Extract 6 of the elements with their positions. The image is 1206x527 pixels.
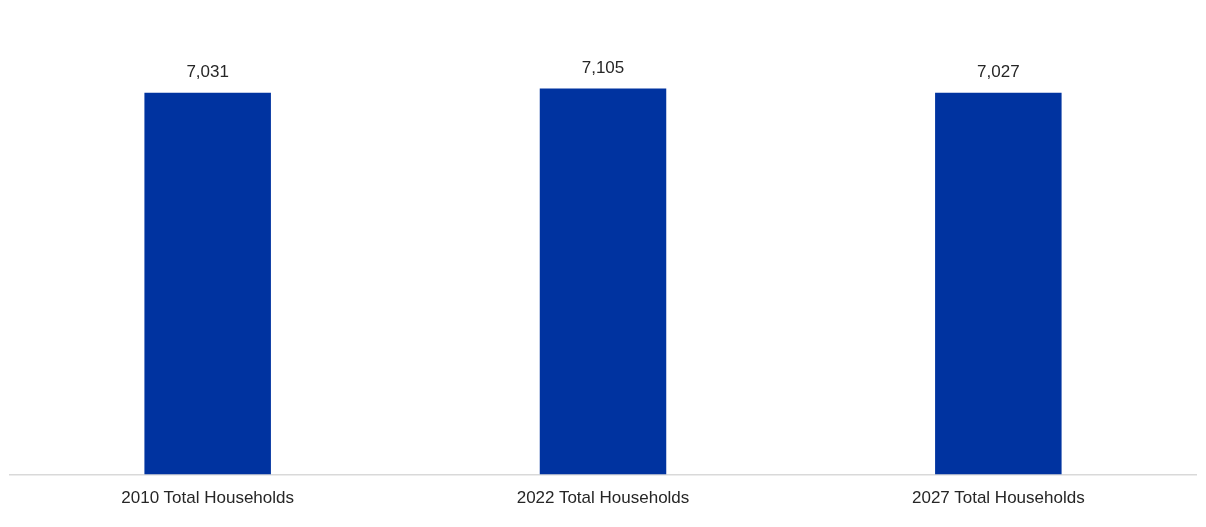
data-label: 7,031 [186, 61, 229, 81]
data-label: 7,027 [977, 62, 1020, 82]
x-tick-label: 2022 Total Households [516, 488, 690, 508]
x-tick-label: 2010 Total Households [121, 488, 294, 508]
x-tick-label: 2027 Total Households [912, 488, 1085, 508]
data-label: 7,105 [581, 57, 625, 77]
